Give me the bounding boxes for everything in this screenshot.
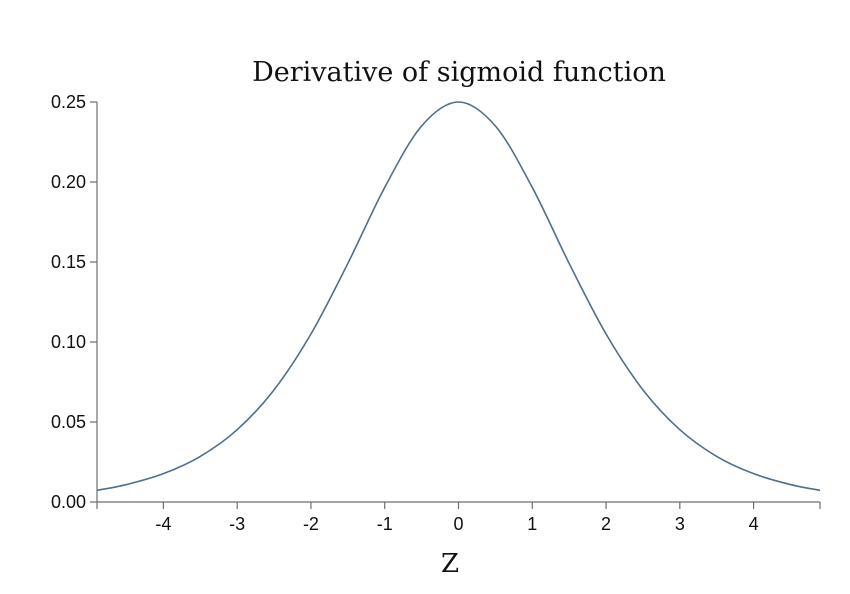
x-tick-label: 1 (527, 514, 537, 534)
chart-title: Derivative of sigmoid function (252, 57, 666, 88)
x-tick-label: 0 (453, 514, 463, 534)
y-tick-label: 0.00 (51, 492, 86, 512)
x-axis-ticks: -4 -3 -2 -1 0 1 2 3 4 (96, 502, 821, 534)
y-tick-label: 0.10 (51, 332, 86, 352)
x-axis-label: Z (441, 549, 459, 579)
y-tick-label: 0.05 (51, 412, 86, 432)
y-tick-label: 0.15 (51, 252, 86, 272)
x-tick-label: 3 (675, 514, 685, 534)
y-tick-label: 0.25 (51, 92, 86, 112)
x-tick-label: 2 (601, 514, 611, 534)
x-tick-label: -1 (377, 514, 393, 534)
y-tick-label: 0.20 (51, 172, 86, 192)
x-tick-label: 4 (749, 514, 759, 534)
y-axis-ticks: 0.00 0.05 0.10 0.15 0.20 0.25 (51, 92, 97, 512)
sigmoid-derivative-curve (96, 101, 821, 492)
x-tick-label: -2 (303, 514, 319, 534)
x-tick-label: -4 (155, 514, 171, 534)
x-tick-label: -3 (229, 514, 245, 534)
